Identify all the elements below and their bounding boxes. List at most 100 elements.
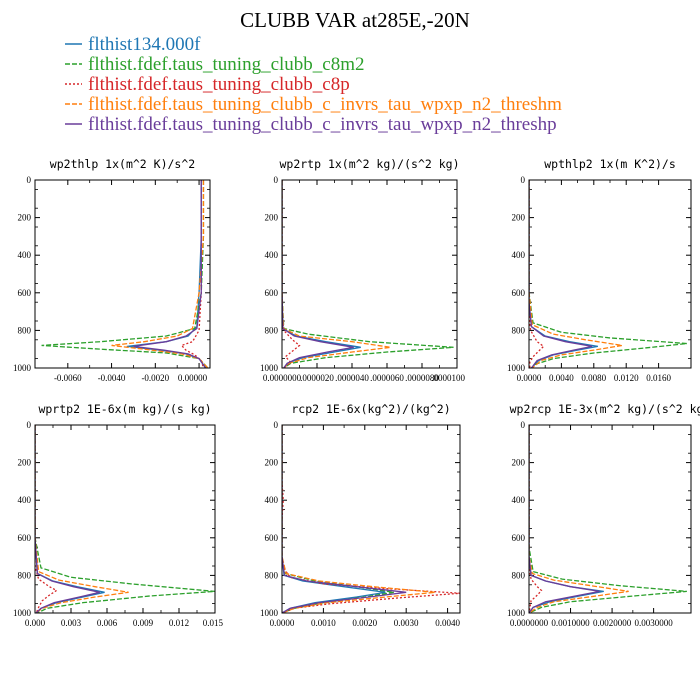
x-tick-label: 0.0000000 <box>510 618 549 628</box>
y-tick-label: 800 <box>18 325 32 335</box>
y-tick-label: 600 <box>265 288 279 298</box>
legend-label: flthist.fdef.taus_tuning_clubb_c_invrs_t… <box>88 94 562 115</box>
x-tick-label: 0.0020 <box>352 618 377 628</box>
x-tick-label: 0.003 <box>61 618 82 628</box>
x-tick-label: 0.009 <box>133 618 154 628</box>
x-tick-label: 0.0120 <box>614 373 639 383</box>
series-line-4 <box>111 180 209 368</box>
y-tick-label: 800 <box>265 325 279 335</box>
plot-frame <box>34 424 216 614</box>
chart-panels: wp2thlp 1x(m^2 K)/s^2 0 200 400 600 800 1000 -0… <box>13 157 700 628</box>
series-line-2 <box>529 180 688 368</box>
plot-frame <box>281 179 458 369</box>
series-line-4 <box>35 425 129 613</box>
x-tick-label: -0.0060 <box>54 373 82 383</box>
x-tick-label: 0.015 <box>203 618 224 628</box>
y-tick-label: 800 <box>265 570 279 580</box>
series-line-5 <box>529 180 593 368</box>
x-tick-label: .0000040 <box>335 373 369 383</box>
y-tick-label: 0 <box>274 420 279 430</box>
y-tick-label: 0 <box>27 175 32 185</box>
panel-title: rcp2 1E-6x(kg^2)/(kg^2) <box>291 402 450 416</box>
legend-item: flthist.fdef.taus_tuning_clubb_c8p <box>65 74 350 95</box>
series-line-2 <box>35 425 215 613</box>
chart-panel: wp2rtp 1x(m^2 kg)/(s^2 kg)0 200 400 600 800 1… <box>260 157 466 383</box>
series-group <box>41 180 209 368</box>
legend-item: flthist.fdef.taus_tuning_clubb_c_invrs_t… <box>65 114 557 135</box>
y-tick-label: 400 <box>512 495 526 505</box>
y-tick-label: 1000 <box>507 363 526 373</box>
y-tick-label: 400 <box>18 250 32 260</box>
panel-title: wp2rtp 1x(m^2 kg)/(s^2 kg) <box>279 157 459 171</box>
x-tick-label: 0.0040 <box>549 373 574 383</box>
x-tick-label: 0.00000 <box>178 373 208 383</box>
chart-panel: rcp2 1E-6x(kg^2)/(kg^2) 0 200 400 600 800 1000… <box>260 402 461 628</box>
legend-label: flthist134.000f <box>88 34 201 55</box>
series-line-4 <box>282 180 391 368</box>
series-line-5 <box>282 425 407 613</box>
series-group <box>35 425 215 613</box>
y-tick-label: 800 <box>18 570 32 580</box>
y-tick-label: 600 <box>18 288 32 298</box>
series-group <box>282 180 454 368</box>
legend-item: flthist134.000f <box>65 34 201 55</box>
plot-frame <box>528 179 692 369</box>
y-tick-label: 400 <box>512 250 526 260</box>
legend-item: flthist.fdef.taus_tuning_clubb_c8m2 <box>65 54 365 75</box>
series-group <box>529 180 688 368</box>
x-tick-label: 0.0010 <box>311 618 336 628</box>
x-tick-label: .0000020 <box>300 373 334 383</box>
y-tick-label: 0 <box>521 175 526 185</box>
series-line-1 <box>35 425 105 613</box>
panel-title: wp2rcp 1E-3x(m^2 kg)/(s^2 kg) <box>510 402 700 416</box>
x-tick-label: .0000080 <box>405 373 439 383</box>
x-tick-label: 0.0000000 <box>263 373 302 383</box>
y-tick-label: 200 <box>512 458 526 468</box>
y-tick-label: 1000 <box>260 608 279 618</box>
panel-title: wpthlp2 1x(m K^2)/s <box>544 157 676 171</box>
y-tick-label: 1000 <box>13 363 32 373</box>
series-line-5 <box>35 425 100 613</box>
y-tick-label: 200 <box>512 213 526 223</box>
series-line-2 <box>41 180 209 368</box>
series-line-1 <box>282 425 386 613</box>
x-tick-label: 0.012 <box>169 618 189 628</box>
legend: flthist134.000fflthist.fdef.taus_tuning_… <box>65 34 562 135</box>
y-tick-label: 1000 <box>13 608 32 618</box>
y-tick-label: 0 <box>27 420 32 430</box>
legend-item: flthist.fdef.taus_tuning_clubb_c_invrs_t… <box>65 94 562 115</box>
y-tick-label: 200 <box>18 213 32 223</box>
series-line-1 <box>529 425 604 613</box>
x-tick-label: -0.0040 <box>98 373 126 383</box>
y-tick-label: 1000 <box>260 363 279 373</box>
y-tick-label: 800 <box>512 570 526 580</box>
series-line-4 <box>529 425 629 613</box>
x-tick-label: -0.0020 <box>141 373 169 383</box>
y-tick-label: 400 <box>265 250 279 260</box>
y-tick-label: 200 <box>18 458 32 468</box>
series-line-2 <box>529 425 687 613</box>
y-tick-label: 400 <box>265 495 279 505</box>
series-line-3 <box>529 180 545 368</box>
series-line-4 <box>529 180 623 368</box>
series-line-5 <box>133 180 207 368</box>
x-tick-label: 0.0030 <box>394 618 419 628</box>
series-line-5 <box>529 425 600 613</box>
y-tick-label: 400 <box>18 495 32 505</box>
x-tick-label: 0.0010000 <box>551 618 590 628</box>
x-tick-label: 0.0020000 <box>593 618 632 628</box>
x-tick-label: .0000100 <box>431 373 465 383</box>
plot-frame <box>281 424 461 614</box>
chart-panel: wp2thlp 1x(m^2 K)/s^2 0 200 400 600 800 1000 -0… <box>13 157 211 383</box>
panel-title: wprtp2 1E-6x(m kg)/(s kg) <box>38 402 211 416</box>
y-tick-label: 600 <box>265 533 279 543</box>
y-tick-label: 0 <box>274 175 279 185</box>
x-tick-label: 0.0080 <box>581 373 606 383</box>
plot-frame <box>528 424 692 614</box>
x-tick-label: 0.006 <box>97 618 118 628</box>
y-tick-label: 1000 <box>507 608 526 618</box>
series-line-3 <box>282 425 460 613</box>
series-group <box>282 425 460 613</box>
x-tick-label: 0.0000 <box>517 373 542 383</box>
